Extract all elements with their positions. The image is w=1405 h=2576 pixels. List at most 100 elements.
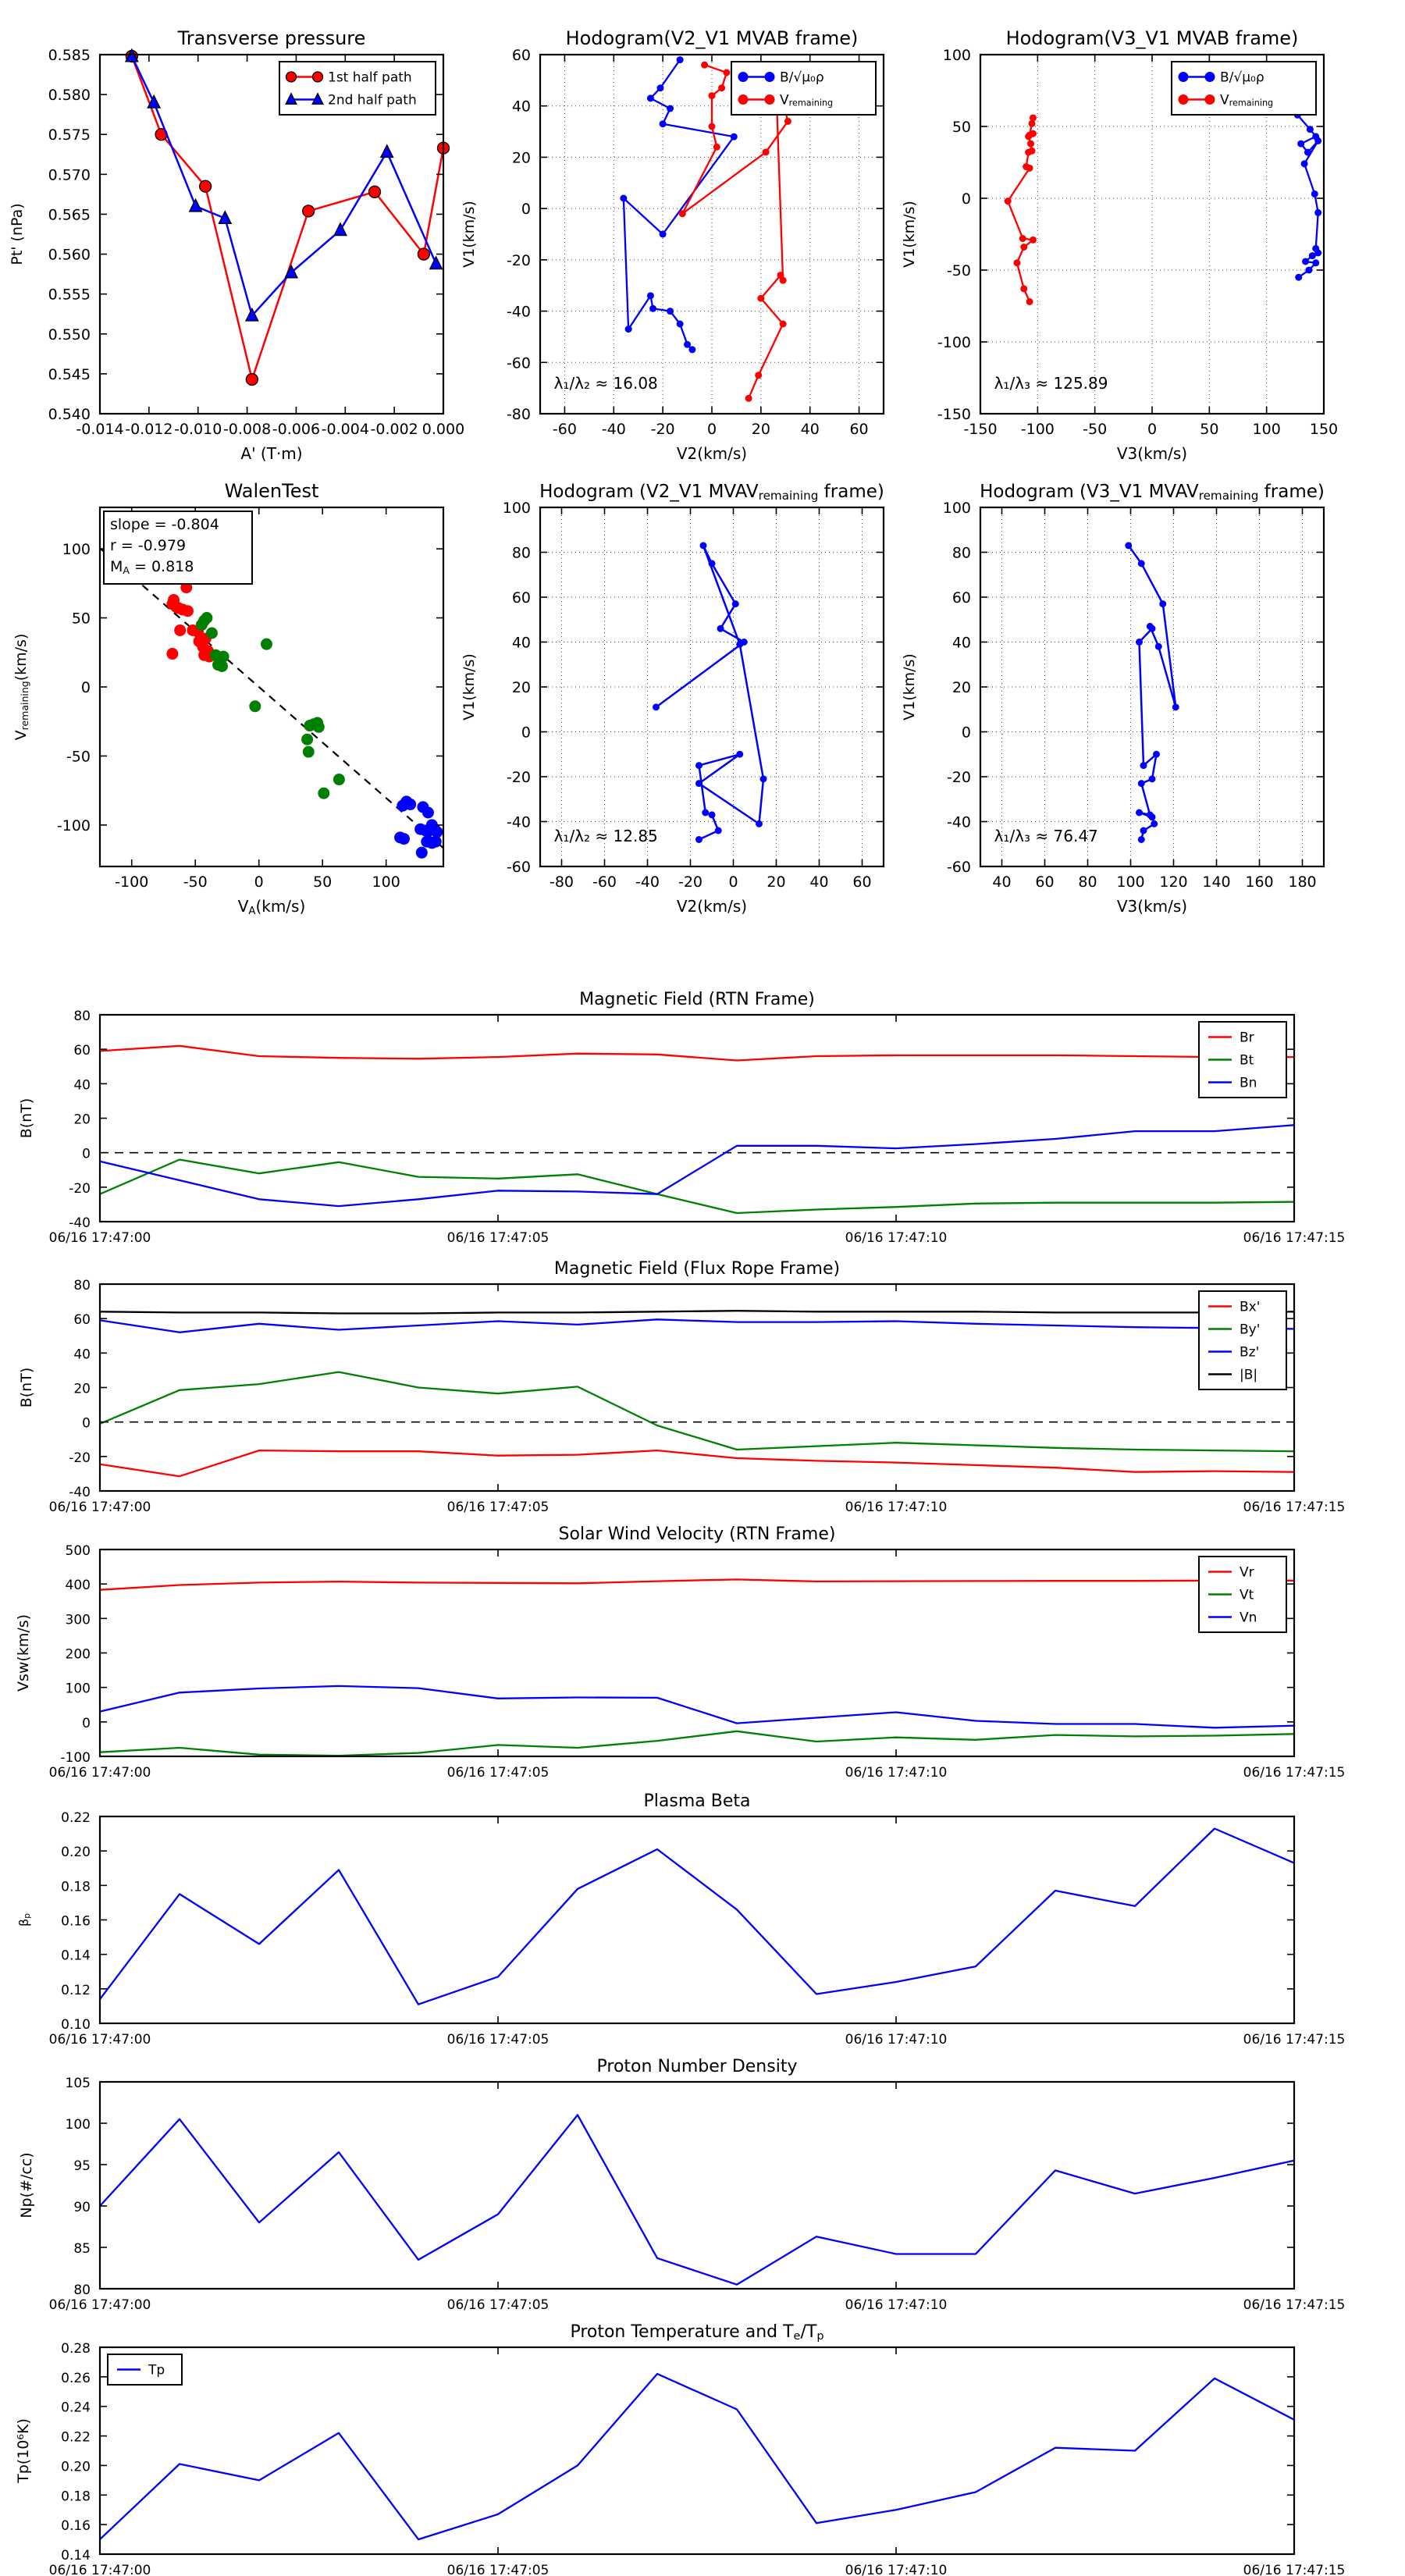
svg-text:0.12: 0.12 <box>61 1983 91 1998</box>
series-Bn <box>99 1124 1295 1208</box>
svg-text:06/16 17:47:00: 06/16 17:47:00 <box>49 1500 151 1515</box>
svg-text:V3(km/s): V3(km/s) <box>1117 897 1187 916</box>
svg-text:0.22: 0.22 <box>61 1810 91 1826</box>
svg-text:200: 200 <box>66 1647 91 1663</box>
svg-text:0.555: 0.555 <box>48 286 91 304</box>
svg-text:06/16 17:47:05: 06/16 17:47:05 <box>447 1500 550 1515</box>
svg-text:|B|: |B| <box>1240 1368 1257 1383</box>
svg-text:Vremaining: Vremaining <box>780 93 833 109</box>
svg-text:Vremaining: Vremaining <box>1220 93 1273 109</box>
svg-text:-80: -80 <box>507 406 531 423</box>
svg-text:120: 120 <box>1159 873 1187 891</box>
svg-text:20: 20 <box>73 1382 91 1397</box>
svg-text:-50: -50 <box>1083 421 1107 438</box>
svg-text:80: 80 <box>952 545 971 562</box>
svg-text:-20: -20 <box>947 769 971 786</box>
svg-text:-20: -20 <box>69 1450 91 1466</box>
panel-plasma-beta: 06/16 17:47:00 06/16 17:47:05 06/16 17:47:… <box>16 1791 1345 2048</box>
panel-title-hodogram-v2v1-mvab: Hodogram(V2_V1 MVAB frame) <box>566 27 859 49</box>
svg-text:-40: -40 <box>947 814 971 831</box>
svg-text:0.560: 0.560 <box>48 247 91 264</box>
series-group-3 <box>394 795 443 859</box>
svg-text:20: 20 <box>73 1112 91 1128</box>
legend-hodogram-v3v1-mvab: B/√μ₀ρ Vremaining <box>1171 61 1317 116</box>
svg-text:50: 50 <box>72 610 91 628</box>
svg-text:2nd half path: 2nd half path <box>328 93 417 109</box>
svg-text:B/√μ₀ρ: B/√μ₀ρ <box>780 70 824 86</box>
svg-text:06/16 17:47:05: 06/16 17:47:05 <box>447 2032 550 2048</box>
svg-text:0.14: 0.14 <box>61 2548 91 2564</box>
svg-text:06/16 17:47:15: 06/16 17:47:15 <box>1243 1230 1346 1246</box>
svg-text:90: 90 <box>73 2200 91 2215</box>
svg-text:60: 60 <box>512 47 531 64</box>
svg-text:-0.004: -0.004 <box>322 421 369 438</box>
svg-text:500: 500 <box>66 1543 91 1559</box>
svg-text:60: 60 <box>952 589 971 607</box>
panel-title-magnetic-field-flux-rope: Magnetic Field (Flux Rope Frame) <box>554 1259 840 1279</box>
panel-title-hodogram-v3v1-mvab: Hodogram(V3_V1 MVAB frame) <box>1006 27 1299 49</box>
svg-text:40: 40 <box>73 1077 91 1093</box>
svg-text:0: 0 <box>521 724 531 742</box>
svg-text:20: 20 <box>752 421 770 438</box>
svg-text:150: 150 <box>1310 421 1338 438</box>
svg-text:60: 60 <box>73 1043 91 1059</box>
svg-text:20: 20 <box>952 679 971 696</box>
svg-text:0.580: 0.580 <box>48 87 91 104</box>
svg-text:80: 80 <box>512 545 531 562</box>
legend-solar-wind-velocity: Vr Vt Vn <box>1198 1556 1287 1633</box>
svg-text:0.550: 0.550 <box>48 326 91 343</box>
svg-text:-0.002: -0.002 <box>371 421 418 438</box>
annotation-hodogram-v2v1-mvab: λ₁/λ₂ ≈ 16.08 <box>554 374 658 393</box>
svg-text:140: 140 <box>1202 873 1230 891</box>
svg-text:06/16 17:47:10: 06/16 17:47:10 <box>845 2032 948 2048</box>
svg-text:0.22: 0.22 <box>61 2430 91 2446</box>
svg-text:100: 100 <box>1116 873 1144 891</box>
svg-text:V1(km/s): V1(km/s) <box>901 653 918 720</box>
series-Bmag <box>99 1310 1295 1315</box>
panel-title-solar-wind-velocity: Solar Wind Velocity (RTN Frame) <box>559 1525 836 1544</box>
svg-text:80: 80 <box>73 1009 91 1024</box>
svg-text:80: 80 <box>1078 873 1097 891</box>
svg-text:0: 0 <box>82 1147 91 1162</box>
panel-title-magnetic-field-rtn: Magnetic Field (RTN Frame) <box>579 990 815 1009</box>
series-b-alfven <box>1293 111 1322 281</box>
panel-magnetic-field-rtn: 06/16 17:47:00 06/16 17:47:05 06/16 17:47:… <box>18 990 1345 1246</box>
series-Bt <box>99 1158 1295 1215</box>
panel-proton-number-density: 06/16 17:47:00 06/16 17:47:05 06/16 17:47:… <box>18 2057 1345 2313</box>
svg-text:40: 40 <box>992 873 1011 891</box>
svg-text:06/16 17:47:10: 06/16 17:47:10 <box>845 1230 948 1246</box>
svg-text:20: 20 <box>512 149 531 166</box>
svg-text:160: 160 <box>1245 873 1273 891</box>
svg-text:-60: -60 <box>553 421 577 438</box>
panel-solar-wind-velocity: 06/16 17:47:00 06/16 17:47:05 06/16 17:47:… <box>15 1525 1345 1781</box>
panel-title-hodogram-v3v1-mvav: Hodogram (V3_V1 MVAVremaining frame) <box>980 482 1325 503</box>
svg-text:0.24: 0.24 <box>61 2400 91 2416</box>
svg-text:-0.010: -0.010 <box>174 421 222 438</box>
svg-text:-40: -40 <box>69 1215 91 1231</box>
svg-text:0.570: 0.570 <box>48 166 91 183</box>
svg-text:-100: -100 <box>115 873 148 891</box>
svg-text:-40: -40 <box>69 1485 91 1500</box>
series-v-remaining <box>1004 114 1037 305</box>
svg-text:-100: -100 <box>937 334 971 351</box>
svg-text:-150: -150 <box>963 421 997 438</box>
svg-text:100: 100 <box>943 500 971 517</box>
svg-text:B(nT): B(nT) <box>18 1368 35 1408</box>
series-v-path <box>1125 542 1179 843</box>
panel-title-hodogram-v2v1-mvav: Hodogram (V2_V1 MVAVremaining frame) <box>539 482 884 503</box>
svg-text:0.16: 0.16 <box>61 1914 91 1930</box>
series-Vr <box>99 1578 1294 1591</box>
svg-text:0.565: 0.565 <box>48 206 91 223</box>
svg-text:06/16 17:47:10: 06/16 17:47:10 <box>845 1500 948 1515</box>
svg-text:0.10: 0.10 <box>61 2017 91 2033</box>
svg-text:V2(km/s): V2(km/s) <box>677 897 747 916</box>
svg-text:40: 40 <box>73 1347 91 1362</box>
svg-text:180: 180 <box>1288 873 1316 891</box>
legend-transverse-pressure: 1st half path 2nd half path <box>279 61 436 116</box>
stat-box: slope = -0.804 r = -0.979 MA = 0.818 <box>103 511 253 585</box>
svg-text:0: 0 <box>962 724 971 742</box>
svg-text:-50: -50 <box>183 873 208 891</box>
svg-text:Bn: Bn <box>1240 1076 1257 1091</box>
svg-text:-20: -20 <box>507 769 531 786</box>
